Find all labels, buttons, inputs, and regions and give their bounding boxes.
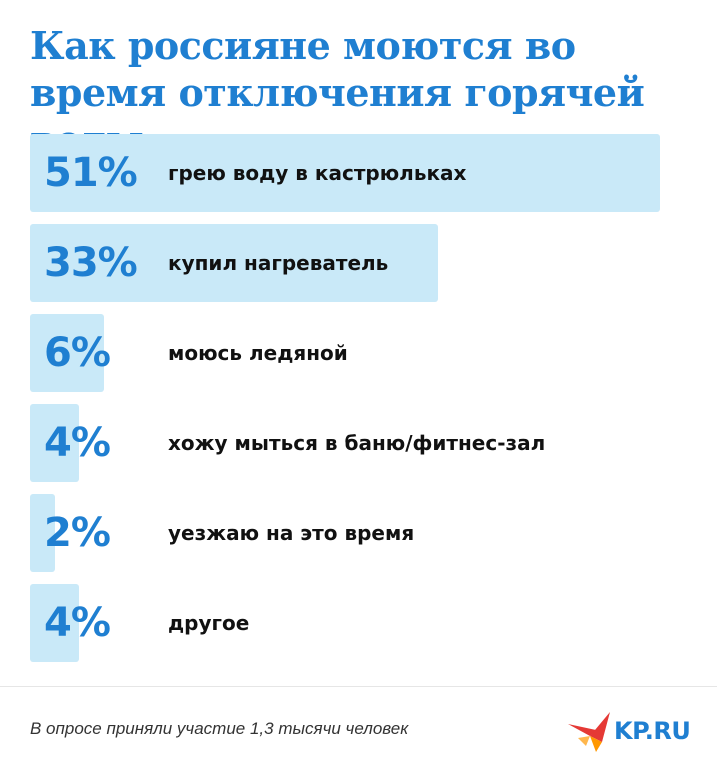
bar <box>30 404 79 482</box>
bar <box>30 494 55 572</box>
bar-category-label: грею воду в кастрюльках <box>168 161 467 185</box>
bar-value-label: 2% <box>44 510 111 556</box>
divider <box>0 686 717 687</box>
bar-value-label: 4% <box>44 600 111 646</box>
kp-bird-logo-icon <box>568 712 610 752</box>
bar-row: 6% моюсь ледяной <box>30 314 690 392</box>
bar-chart: 51% грею воду в кастрюльках 33% купил нагре… <box>30 134 690 662</box>
bar-row: 2% уезжаю на это время <box>30 494 690 572</box>
bar-row: 4% хожу мыться в баню/фитнес-зал <box>30 404 690 482</box>
bar-category-label: моюсь ледяной <box>168 341 348 365</box>
bar-row: 4% другое <box>30 584 690 662</box>
logo-text: KP.RU <box>614 717 691 745</box>
bar <box>30 224 438 302</box>
bar <box>30 584 79 662</box>
bar-category-label: другое <box>168 611 250 635</box>
bar <box>30 314 104 392</box>
bar-row: 51% грею воду в кастрюльках <box>30 134 690 212</box>
chart-title: Как россияне моются во время отключения … <box>30 23 645 162</box>
bar-value-label: 33% <box>44 240 138 286</box>
bar-category-label: купил нагреватель <box>168 251 389 275</box>
footnote: В опросе приняли участие 1,3 тысячи чело… <box>30 719 409 738</box>
bar-row: 33% купил нагреватель <box>30 224 690 302</box>
bar <box>30 134 660 212</box>
bar-category-label: уезжаю на это время <box>168 521 415 545</box>
bar-category-label: хожу мыться в баню/фитнес-зал <box>168 431 546 455</box>
bar-value-label: 51% <box>44 150 138 196</box>
bar-value-label: 6% <box>44 330 111 376</box>
kp-logo[interactable]: KP.RU <box>566 708 706 754</box>
bar-value-label: 4% <box>44 420 111 466</box>
